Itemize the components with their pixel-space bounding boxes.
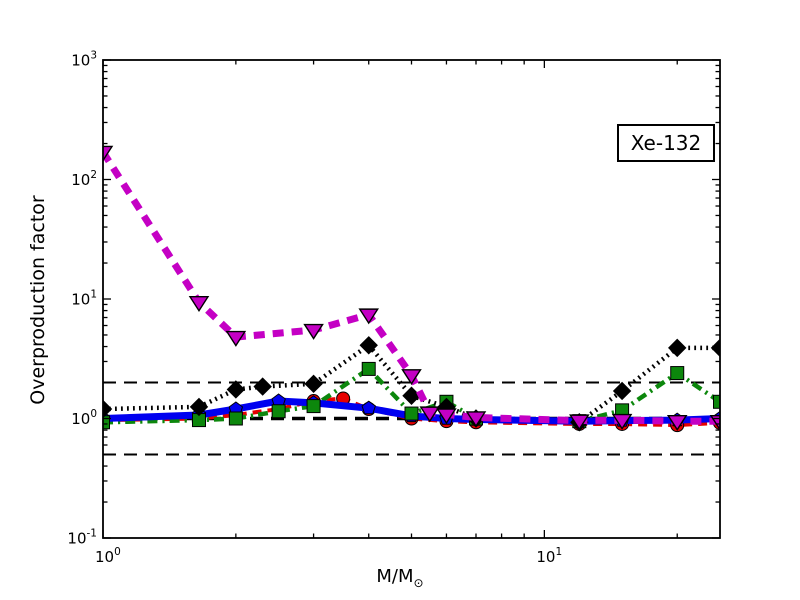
green-dashdot-squares-marker (103, 415, 110, 430)
black-dotted-diamonds-marker (253, 377, 272, 396)
green-dashdot-squares-marker (271, 404, 286, 419)
magenta-dashed-triangles-marker (188, 296, 210, 313)
tick-label: 103 (71, 50, 97, 70)
magenta-dashed-triangles-marker (611, 413, 633, 430)
magenta-dashed-triangles-marker (358, 308, 380, 325)
tick-label: 100 (95, 546, 121, 566)
black-dotted-diamonds-marker (304, 374, 323, 394)
magenta-dashed-triangles-marker (666, 414, 688, 431)
isotope-label: Xe-132 (630, 131, 702, 155)
magenta-dashed-triangles-marker (303, 323, 324, 340)
green-dashdot-squares-marker (713, 394, 720, 409)
black-dotted-diamonds-marker (668, 338, 687, 358)
y-axis-label: Overproduction factor (27, 195, 49, 405)
green-dashdot-squares-marker (404, 406, 419, 421)
magenta-dashed-triangles-marker (465, 411, 487, 428)
magenta-dashed-triangles-marker (103, 145, 114, 162)
x-axis-label-sun-symbol: ⊙ (413, 575, 424, 590)
tick-label: 101 (536, 546, 562, 566)
plot-area (103, 145, 720, 456)
green-dashdot-squares-marker (306, 399, 321, 414)
tick-label: 10-1 (67, 528, 97, 548)
black-dotted-diamonds-marker (612, 381, 632, 401)
black-dotted-diamonds-marker (359, 336, 378, 355)
isotope-label-box: Xe-132 (617, 124, 715, 162)
magenta-dashed-triangles-marker (436, 408, 457, 425)
magenta-dashed-triangles-marker (569, 414, 590, 431)
tick-label: 101 (71, 289, 97, 309)
x-axis-label-main: M/M (376, 566, 414, 588)
black-dotted-diamonds-marker (226, 380, 246, 399)
magenta-dashed-triangles-marker (225, 330, 247, 347)
green-dashdot-squares-marker (670, 366, 685, 381)
tick-label: 102 (71, 169, 97, 189)
black-dotted-diamonds-marker (103, 399, 113, 419)
black-dotted-diamonds-marker (710, 338, 720, 358)
magenta-dashed-triangles-marker (401, 369, 422, 386)
magenta-dashed-triangles-marker (709, 414, 720, 431)
tick-label: 100 (71, 408, 97, 428)
black-dotted-diamonds-marker (189, 397, 209, 417)
x-axis-label: M/M⊙ (376, 566, 423, 590)
magenta-dashed-triangles-marker (419, 406, 441, 423)
green-dashdot-squares-marker (228, 411, 243, 426)
blue-solid-pentagons-marker (361, 400, 376, 415)
green-dashdot-squares-marker (361, 361, 376, 376)
